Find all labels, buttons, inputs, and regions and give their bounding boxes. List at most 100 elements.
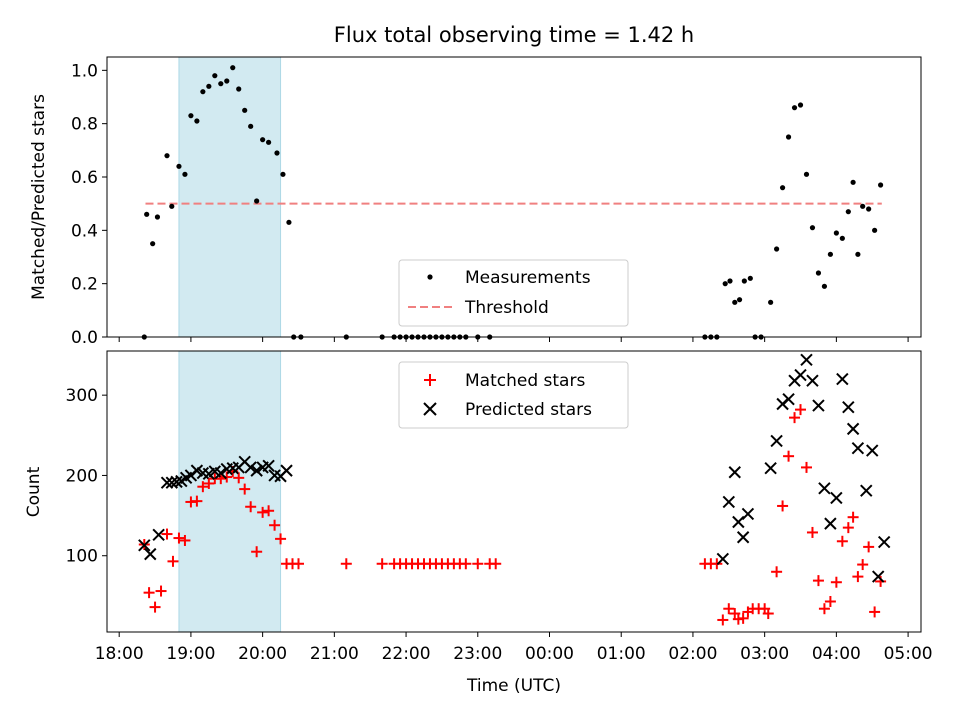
measurement-point [274,150,280,156]
measurement-point [169,203,175,209]
predicted-star-point [728,466,741,479]
bottom-x-tick-label: 05:00 [884,644,933,664]
bottom-x-axis-label: Time (UTC) [466,676,561,696]
measurement-point [212,73,218,79]
measurement-point [779,185,786,191]
matched-star-point [269,519,281,531]
matched-star-point [812,575,824,587]
measurement-point [254,198,260,204]
predicted-star-point [846,422,860,436]
measurement-point [815,270,822,276]
predicted-star-point [842,400,855,414]
top-y-axis: 0.0 0.2 0.4 0.6 0.8 1.0 [71,61,107,348]
matched-star-point [460,558,472,570]
bottom-plot-frame [106,350,922,633]
predicted-star-point [836,372,849,386]
matched-star-point [847,511,859,523]
matched-star-point [824,595,836,607]
measurement-point [206,83,212,89]
predicted-star-point [764,462,777,475]
measurement-point [727,278,733,284]
bottom-x-tick-label: 23:00 [453,644,502,664]
matched-star-point [263,505,275,517]
matched-star-point [197,481,209,493]
predicted-star-point [160,476,174,489]
measurement-point [736,297,743,303]
predicted-star-point [250,464,263,477]
measurement-point [833,230,839,236]
matched-star-point [251,546,263,558]
matched-star-point [729,608,741,620]
bottom-x-tick-label: 03:00 [740,644,789,664]
measurement-point [768,299,774,305]
matched-star-point [737,612,749,624]
predicted-star-point [806,374,819,387]
measurement-point [722,281,728,287]
matched-star-point [771,566,783,578]
top-y-tick-label: 1.0 [71,61,98,81]
measurement-point [797,102,804,108]
predicted-star-point [866,444,879,457]
measurement-point [188,113,194,119]
predicted-star-point [770,434,783,448]
predicted-star-point [722,495,736,509]
measurement-point [732,299,738,305]
predicted-star-point [851,441,865,455]
measurement-point [150,241,156,247]
measurement-point [200,89,206,95]
measurement-point [144,211,150,217]
matched-star-point [149,601,161,613]
matched-star-point [215,473,227,485]
predicted-star-point [736,531,750,544]
measurement-point [164,153,170,159]
matched-star-point [292,558,304,570]
predicted-star-point [860,484,873,497]
bottom-x-tick-label: 18:00 [95,644,144,664]
measurement-point [248,123,254,129]
bottom-x-tick-label: 21:00 [310,644,359,664]
matched-star-point [795,404,807,416]
measurement-point [286,219,292,225]
matched-star-point [472,558,484,570]
measurement-point [866,206,872,212]
measurement-point [747,275,753,281]
measurement-point [182,171,188,177]
matched-stars-series [138,404,887,626]
matched-star-point [257,506,269,518]
bottom-x-tick-label: 19:00 [166,644,215,664]
measurement-point [827,251,833,257]
measurement-point [154,214,161,220]
bottom-x-tick-label: 02:00 [668,644,717,664]
measurement-point [845,209,851,215]
bottom-x-axis: 18:00 19:00 20:00 21:00 22:00 23:00 00:00 01:00… [95,632,933,664]
matched-star-point [806,526,818,538]
predicted-star-point [782,392,795,406]
top-plot-frame [106,56,922,338]
matched-star-point [852,571,864,583]
measurement-point [741,278,747,284]
measurement-point [791,105,798,111]
matched-star-point [155,585,167,597]
bottom-shaded-interval [178,350,282,633]
predicted-stars-series [138,353,891,583]
measurement-point [872,227,878,233]
predicted-star-point [872,570,885,583]
matched-star-point [842,522,854,534]
measurement-point [260,137,266,143]
measurement-point [194,118,200,124]
matched-star-point [869,606,881,618]
matched-star-point [777,500,789,512]
predicted-star-point [716,552,730,566]
bottom-y-axis: 100 200 300 [66,386,107,567]
predicted-star-point [741,507,755,521]
measurement-point [860,203,866,209]
measurement-point [774,246,780,252]
predicted-star-point [170,475,183,489]
top-y-axis-label: Matched/Predicted stars [29,94,49,300]
matched-star-point [789,412,801,424]
top-panel: 0.0 0.2 0.4 0.6 0.8 1.0 Matched/Predicted sta… [29,56,922,348]
matched-star-point [800,461,812,473]
bottom-y-tick-label: 200 [66,466,98,486]
bottom-y-tick-label: 300 [66,386,98,406]
